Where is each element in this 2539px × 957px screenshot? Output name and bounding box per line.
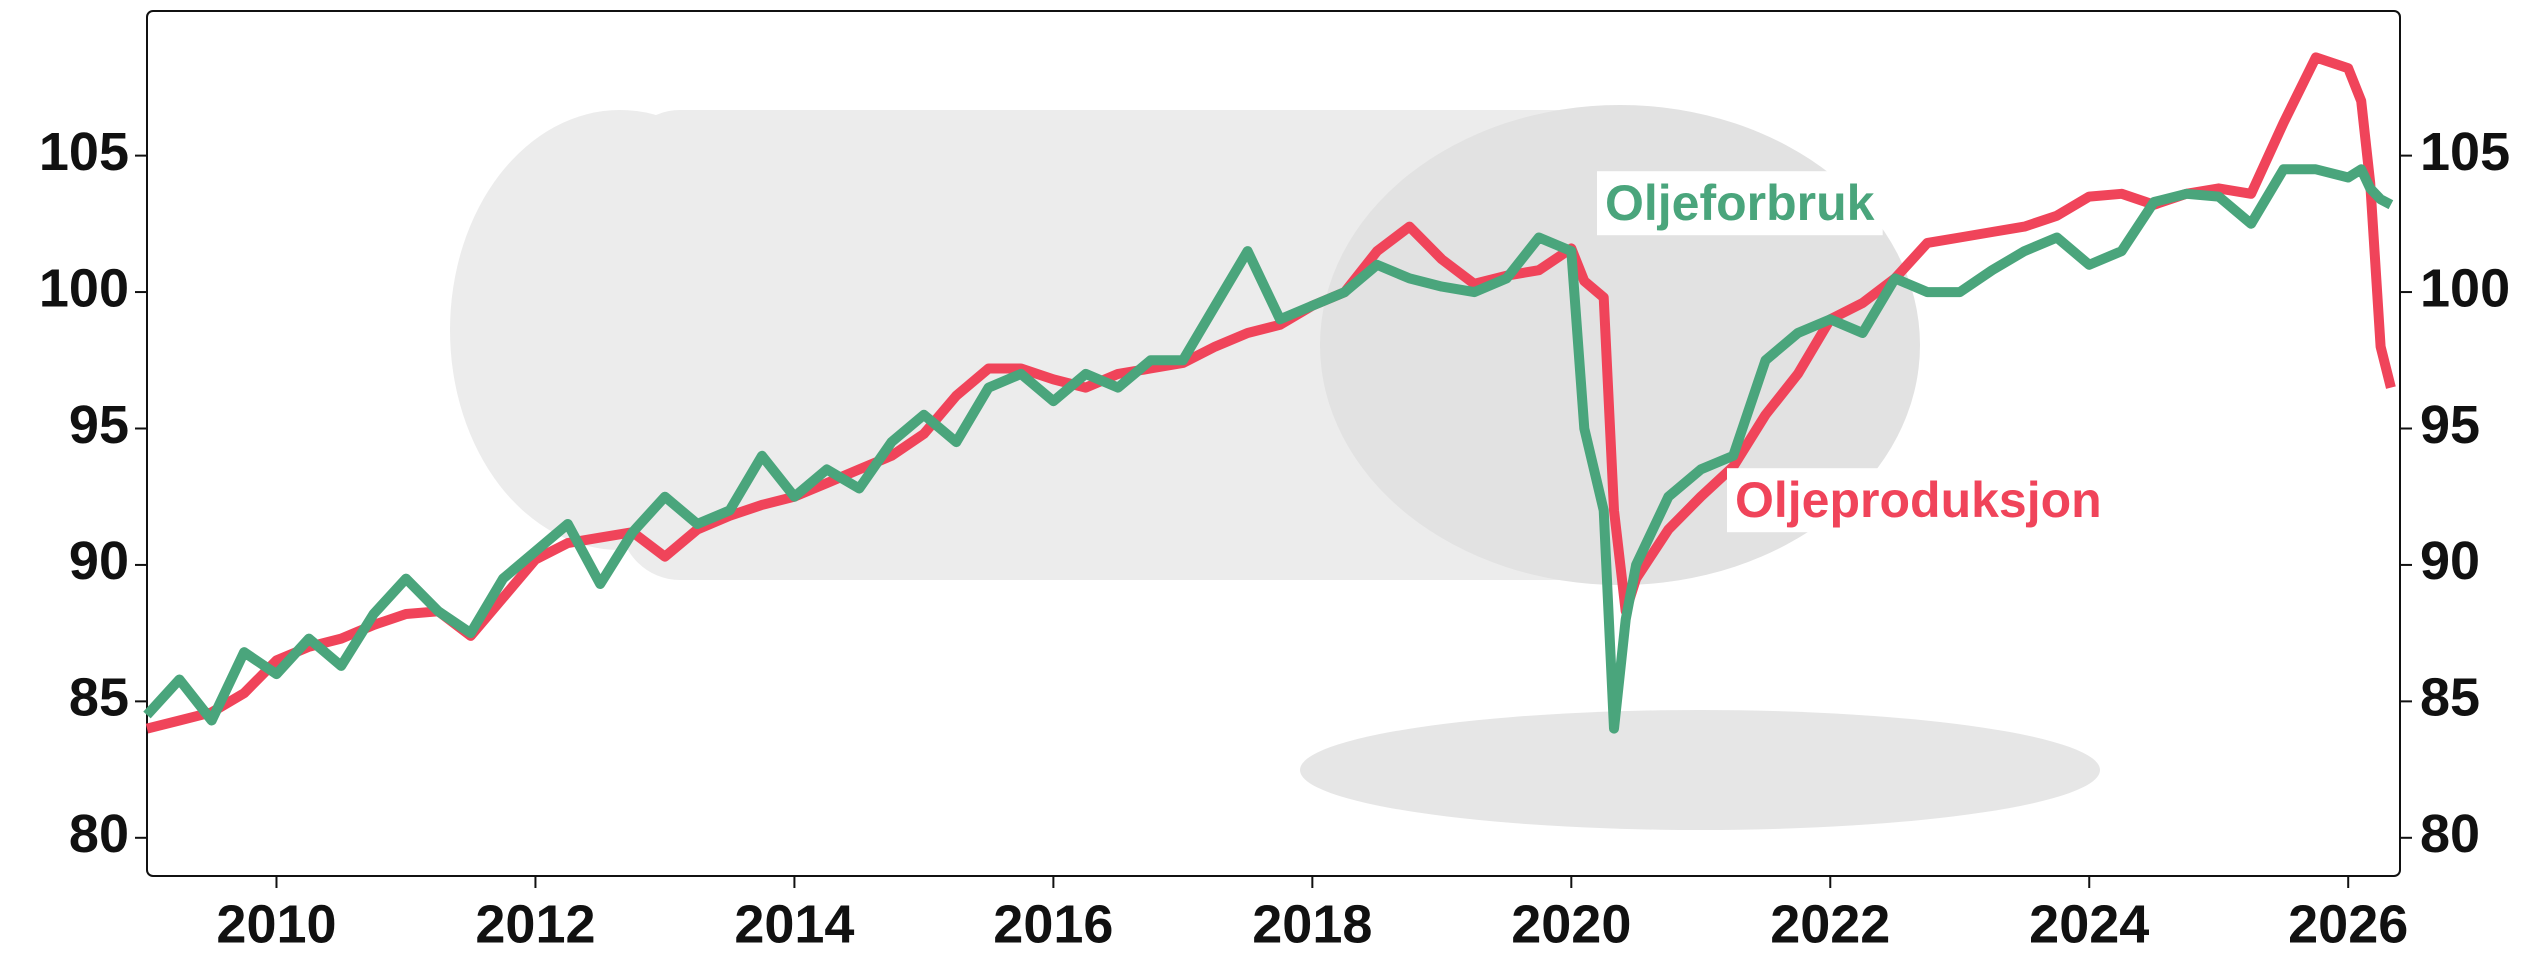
y-tick-label: 90 bbox=[69, 531, 129, 591]
x-tick-label: 2010 bbox=[216, 894, 336, 954]
y-tick-label: 100 bbox=[39, 258, 129, 318]
y-tick-label: 105 bbox=[39, 122, 129, 182]
chart: 80 80 85 85 90 90 95 95 100 100 105 105 2010 2012 2014… bbox=[0, 0, 2539, 957]
y-tick-label: 80 bbox=[69, 804, 129, 864]
page: {"chart_data": {"type": "line", "x": [20… bbox=[0, 0, 2539, 957]
y2-tick-label: 100 bbox=[2420, 258, 2510, 318]
y2-tick-label: 90 bbox=[2420, 531, 2480, 591]
y2-tick-label: 105 bbox=[2420, 122, 2510, 182]
x-tick-label: 2020 bbox=[1511, 894, 1631, 954]
x-tick-label: 2024 bbox=[2029, 894, 2149, 954]
y2-tick-label: 85 bbox=[2420, 668, 2480, 728]
series-label: Oljeforbruk bbox=[1605, 175, 1875, 231]
x-tick-label: 2018 bbox=[1252, 894, 1372, 954]
x-tick-label: 2014 bbox=[734, 894, 854, 954]
x-tick-label: 2016 bbox=[993, 894, 1113, 954]
x-tick-label: 2026 bbox=[2288, 894, 2408, 954]
x-tick-label: 2022 bbox=[1770, 894, 1890, 954]
y2-tick-label: 95 bbox=[2420, 395, 2480, 455]
y2-tick-label: 80 bbox=[2420, 804, 2480, 864]
x-tick-label: 2012 bbox=[475, 894, 595, 954]
y-tick-label: 95 bbox=[69, 395, 129, 455]
y-tick-label: 85 bbox=[69, 668, 129, 728]
series-label: Oljeproduksjon bbox=[1735, 472, 2102, 528]
